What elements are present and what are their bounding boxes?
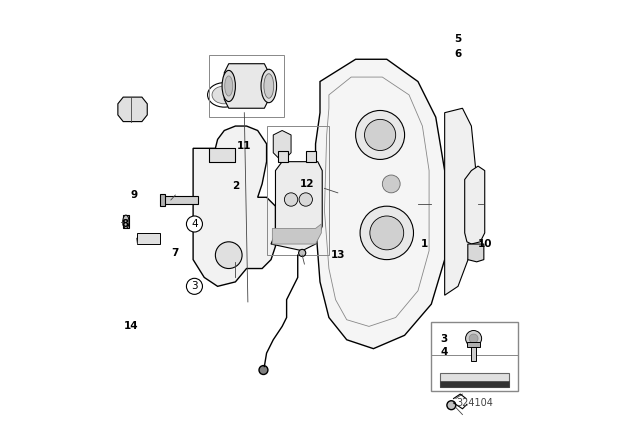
Bar [278,151,288,162]
Text: 10: 10 [477,239,492,249]
Bar [124,215,129,228]
Bar [162,196,198,204]
Text: 14: 14 [124,321,138,332]
Text: 5: 5 [454,34,461,44]
Circle shape [186,278,202,294]
Polygon shape [445,108,476,295]
Ellipse shape [207,82,241,107]
Polygon shape [271,162,322,251]
Polygon shape [468,244,484,262]
Ellipse shape [261,69,276,103]
Ellipse shape [123,215,129,228]
Ellipse shape [264,74,274,98]
Circle shape [356,111,404,159]
Bar [467,342,480,347]
Polygon shape [193,126,275,286]
Circle shape [186,216,202,232]
Text: 12: 12 [300,179,314,189]
Polygon shape [118,97,147,121]
Circle shape [299,193,312,206]
Text: 8: 8 [122,219,129,229]
Circle shape [284,193,298,206]
Ellipse shape [225,76,233,96]
Text: 2: 2 [232,181,239,191]
Circle shape [382,175,400,193]
Text: 11: 11 [237,141,252,151]
Text: 13: 13 [330,250,345,260]
Text: 6: 6 [454,49,461,59]
Text: 4: 4 [440,347,447,357]
Text: 324104: 324104 [456,398,493,408]
Polygon shape [273,224,321,244]
Circle shape [469,334,478,343]
Circle shape [365,119,396,151]
Circle shape [216,242,242,268]
Polygon shape [440,373,509,387]
Circle shape [465,331,482,346]
Text: 7: 7 [172,248,179,258]
Bar [160,194,165,206]
Circle shape [259,366,268,375]
Bar [472,343,476,361]
Text: 4: 4 [191,219,198,229]
Ellipse shape [212,86,237,104]
Polygon shape [138,233,160,244]
Polygon shape [440,381,509,387]
Text: 9: 9 [131,190,138,200]
Text: 1: 1 [421,239,428,249]
Circle shape [447,401,456,409]
Polygon shape [273,130,291,162]
Polygon shape [316,59,445,349]
Bar [431,322,518,391]
Polygon shape [224,64,269,108]
Ellipse shape [222,70,236,102]
Bar [306,151,316,162]
Bar [209,148,236,162]
Text: 3: 3 [440,333,447,344]
Circle shape [360,206,413,260]
Circle shape [299,250,306,257]
Text: 3: 3 [191,281,198,291]
Circle shape [370,216,404,250]
Polygon shape [465,166,484,244]
